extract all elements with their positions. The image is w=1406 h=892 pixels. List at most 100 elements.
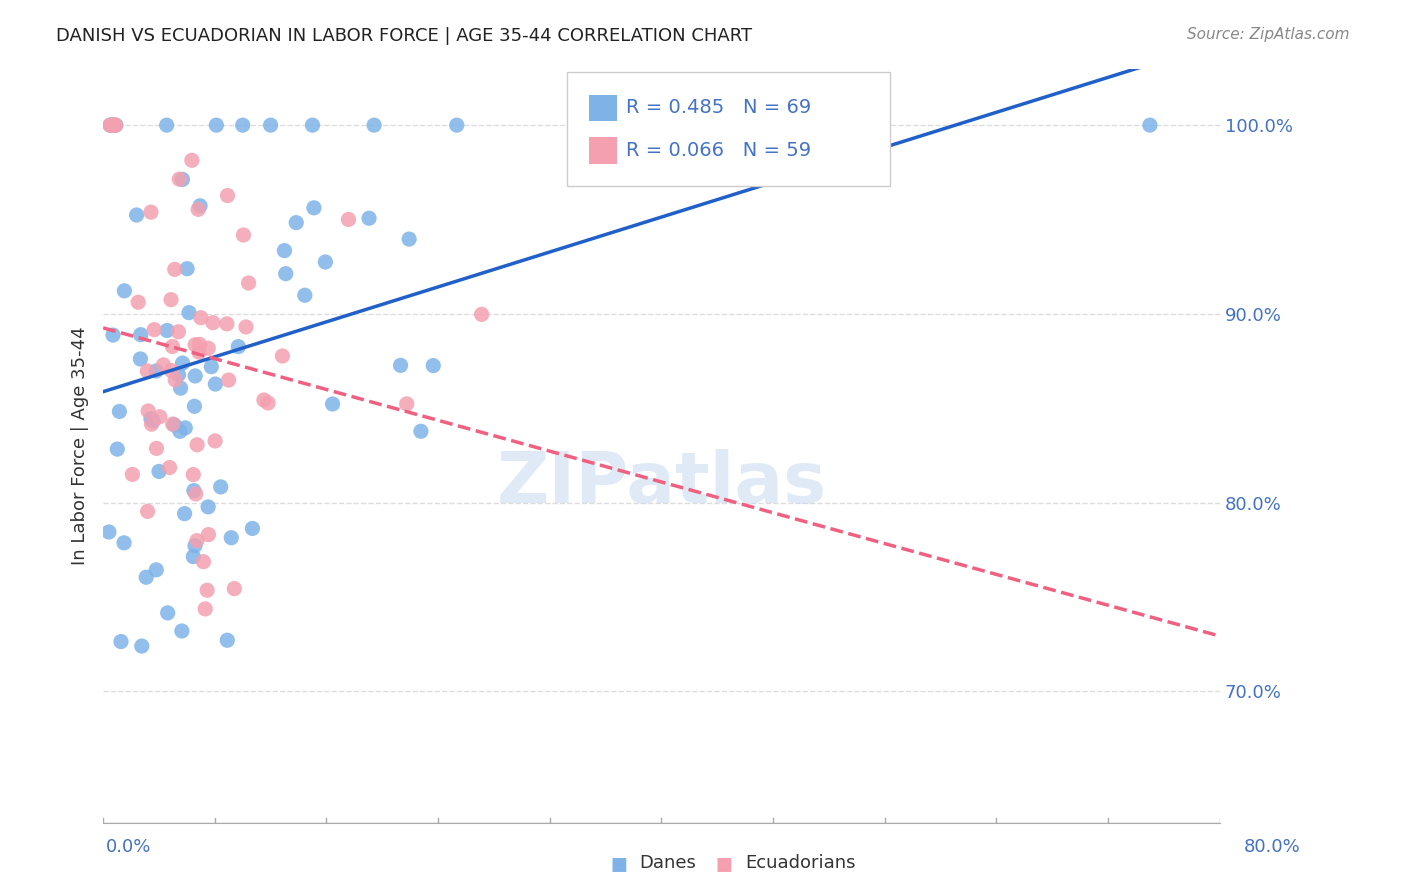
Text: ZIPatlas: ZIPatlas [496,450,827,518]
Ecuadorians [136,364,159,378]
Ecuadorians [197,341,219,355]
Danes [112,284,135,298]
Ecuadorians [271,349,294,363]
Danes [219,531,242,545]
Ecuadorians [186,533,208,548]
Ecuadorians [224,582,246,596]
Danes [188,199,211,213]
Ecuadorians [193,555,215,569]
Ecuadorians [187,202,209,217]
Ecuadorians [149,409,172,424]
Ecuadorians [162,339,184,353]
Danes [294,288,316,302]
Text: ▪: ▪ [609,848,628,877]
Ecuadorians [395,397,418,411]
Danes [172,356,194,370]
Ecuadorians [121,467,143,482]
Text: ▪: ▪ [714,848,734,877]
Ecuadorians [471,307,494,321]
Ecuadorians [188,345,211,359]
Ecuadorians [101,118,124,132]
Danes [108,404,131,418]
Danes [129,327,152,342]
Ecuadorians [159,460,181,475]
Danes [172,172,194,186]
Danes [156,118,179,132]
Danes [129,351,152,366]
Text: Source: ZipAtlas.com: Source: ZipAtlas.com [1187,27,1350,42]
Ecuadorians [98,118,121,132]
Danes [135,570,157,584]
Danes [259,118,281,132]
Danes [422,359,444,373]
Ecuadorians [136,504,159,518]
Danes [302,201,325,215]
Ecuadorians [167,325,190,339]
Danes [101,328,124,343]
Danes [156,324,179,338]
Danes [181,549,204,564]
Ecuadorians [194,602,217,616]
Text: Ecuadorians: Ecuadorians [745,854,856,871]
Ecuadorians [165,373,187,387]
Ecuadorians [232,227,254,242]
Danes [174,421,197,435]
Ecuadorians [218,373,240,387]
Danes [1139,118,1161,132]
FancyBboxPatch shape [589,95,617,121]
Danes [363,118,385,132]
Danes [145,364,167,378]
Danes [197,500,219,514]
Ecuadorians [195,583,218,598]
Danes [314,255,336,269]
Danes [176,261,198,276]
Ecuadorians [181,467,204,482]
Ecuadorians [337,212,360,227]
Danes [177,305,200,319]
Danes [142,414,165,428]
Ecuadorians [184,487,207,501]
Danes [389,359,412,373]
Ecuadorians [162,417,184,431]
Text: R = 0.066   N = 59: R = 0.066 N = 59 [626,141,811,160]
Danes [105,442,128,456]
Danes [209,480,232,494]
Ecuadorians [160,293,183,307]
Text: DANISH VS ECUADORIAN IN LABOR FORCE | AGE 35-44 CORRELATION CHART: DANISH VS ECUADORIAN IN LABOR FORCE | AG… [56,27,752,45]
Danes [183,399,205,413]
Ecuadorians [145,442,167,456]
Ecuadorians [143,323,166,337]
Ecuadorians [186,438,208,452]
Danes [398,232,420,246]
Text: 80.0%: 80.0% [1244,838,1301,855]
Ecuadorians [238,276,260,290]
Danes [232,118,254,132]
Danes [104,118,127,132]
Danes [226,340,249,354]
Danes [98,118,121,132]
Danes [301,118,323,132]
Text: Danes: Danes [640,854,696,871]
Danes [156,606,179,620]
Danes [173,507,195,521]
Ecuadorians [204,434,226,448]
Danes [148,465,170,479]
FancyBboxPatch shape [589,137,617,163]
Ecuadorians [180,153,202,168]
Danes [169,425,191,439]
Ecuadorians [167,172,190,186]
Ecuadorians [160,363,183,377]
Danes [163,417,186,432]
Ecuadorians [190,310,212,325]
Danes [409,425,432,439]
Ecuadorians [253,392,276,407]
Danes [139,411,162,425]
Danes [125,208,148,222]
Ecuadorians [136,404,159,418]
Danes [183,483,205,498]
Text: R = 0.485   N = 69: R = 0.485 N = 69 [626,98,811,117]
Danes [145,563,167,577]
Ecuadorians [235,320,257,334]
Danes [242,521,264,535]
Ecuadorians [141,417,163,432]
